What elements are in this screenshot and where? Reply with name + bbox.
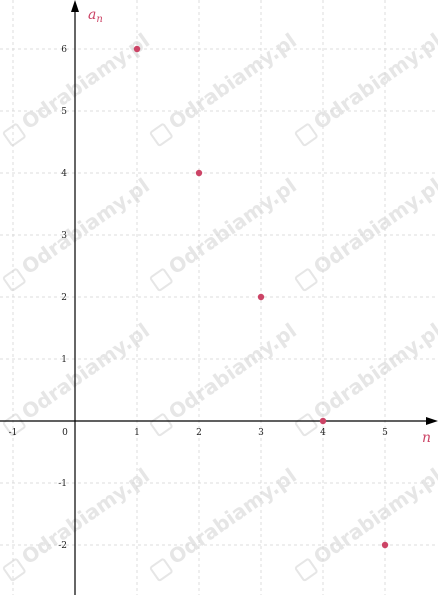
watermark: Odrabiamy.pl xyxy=(149,318,301,437)
data-point xyxy=(195,169,203,177)
watermark-logo-icon xyxy=(2,413,26,437)
x-tick-label: 5 xyxy=(382,428,388,438)
watermark-logo-icon xyxy=(294,558,318,582)
y-axis-label: an xyxy=(88,7,103,25)
y-tick-label: 3 xyxy=(61,231,67,241)
data-point xyxy=(133,45,141,53)
y-tick-label: 4 xyxy=(61,169,67,179)
watermark-text: Odrabiamy.pl xyxy=(309,463,438,569)
y-tick-label: 2 xyxy=(61,293,67,303)
data-point xyxy=(319,417,327,425)
watermark: Odrabiamy.pl xyxy=(2,318,154,437)
data-points xyxy=(133,45,389,549)
watermark: Odrabiamy.pl xyxy=(2,173,154,292)
watermark: Odrabiamy.pl xyxy=(2,28,154,147)
watermark-text: Odrabiamy.pl xyxy=(164,173,301,279)
watermark-text: Odrabiamy.pl xyxy=(309,28,438,134)
watermark: Odrabiamy.pl xyxy=(294,463,438,582)
watermark-logo-icon xyxy=(2,123,26,147)
y-axis-label-subscript: n xyxy=(96,14,102,25)
watermark-logo-icon xyxy=(149,413,173,437)
watermark-text: Odrabiamy.pl xyxy=(309,318,438,424)
watermark: Odrabiamy.pl xyxy=(149,463,301,582)
watermark: Odrabiamy.pl xyxy=(294,173,438,292)
watermark: Odrabiamy.pl xyxy=(149,28,301,147)
x-tick-labels: -1 0 1 2 3 4 5 xyxy=(9,428,389,438)
y-tick-labels: -2 -1 1 2 3 4 5 6 xyxy=(58,45,67,551)
x-axis-label: n xyxy=(422,430,431,446)
y-tick-label: 1 xyxy=(61,355,67,365)
watermark-logo-icon xyxy=(294,268,318,292)
watermark-text: Odrabiamy.pl xyxy=(309,173,438,279)
watermark-text: Odrabiamy.pl xyxy=(17,28,154,134)
watermark-logo-icon xyxy=(149,123,173,147)
data-point xyxy=(257,293,265,301)
x-tick-label: 0 xyxy=(62,428,68,438)
watermark-logo-icon xyxy=(2,268,26,292)
watermark-logo-icon xyxy=(2,558,26,582)
watermark-text: Odrabiamy.pl xyxy=(17,463,154,569)
watermark: Odrabiamy.pl xyxy=(294,28,438,147)
watermark-text: Odrabiamy.pl xyxy=(164,318,301,424)
x-tick-label: 3 xyxy=(258,428,264,438)
watermark: Odrabiamy.pl xyxy=(149,173,301,292)
data-point xyxy=(381,541,389,549)
watermark-text: Odrabiamy.pl xyxy=(164,463,301,569)
y-tick-label: 6 xyxy=(61,45,67,55)
x-tick-label: 2 xyxy=(196,428,202,438)
x-axis-arrow xyxy=(426,417,438,425)
x-tick-label: -1 xyxy=(9,428,18,438)
watermark-text: Odrabiamy.pl xyxy=(17,173,154,279)
x-tick-label: 1 xyxy=(134,428,140,438)
x-tick-label: 4 xyxy=(320,428,326,438)
watermark: Odrabiamy.pl xyxy=(2,463,154,582)
watermark-logo-icon xyxy=(294,123,318,147)
y-axis-arrow xyxy=(71,0,79,12)
watermark-logo-icon xyxy=(149,558,173,582)
watermark: Odrabiamy.pl xyxy=(294,318,438,437)
y-tick-label: -1 xyxy=(58,479,67,489)
watermark-logo-icon xyxy=(294,413,318,437)
y-axis-label-main: a xyxy=(88,7,96,23)
y-tick-label: -2 xyxy=(58,541,67,551)
y-tick-label: 5 xyxy=(61,107,67,117)
watermark-text: Odrabiamy.pl xyxy=(17,318,154,424)
watermark-text: Odrabiamy.pl xyxy=(164,28,301,134)
watermark-logo-icon xyxy=(149,268,173,292)
